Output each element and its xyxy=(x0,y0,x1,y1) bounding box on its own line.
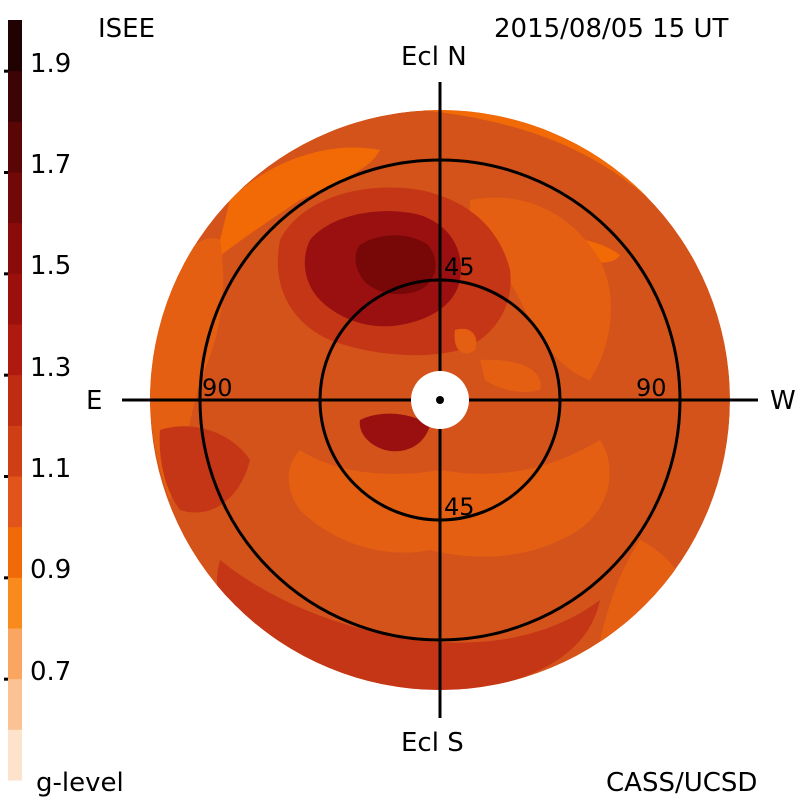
colorbar-tick-mark xyxy=(4,576,8,580)
colorbar-tick-label: 0.9 xyxy=(30,555,72,586)
colorbar xyxy=(4,20,22,781)
darkest-region-core xyxy=(355,235,436,295)
mid-region-left xyxy=(159,426,250,513)
mid-region-bottom xyxy=(217,560,600,690)
ring-90-label-right: 90 xyxy=(636,374,667,402)
colorbar-tick-label: 0.7 xyxy=(30,656,72,687)
colorbar-band-3 xyxy=(8,577,22,629)
colorbar-band-5 xyxy=(8,476,22,528)
colorbar-tick-mark xyxy=(4,677,8,681)
colorbar-band-0 xyxy=(8,729,22,781)
ring-45-label-top: 45 xyxy=(444,253,475,281)
deep-region-center xyxy=(359,413,430,452)
colorbar-tick-label: 1.9 xyxy=(30,48,72,79)
colorbar-tick-label: 1.3 xyxy=(30,352,72,383)
colorbar-tick-mark xyxy=(4,272,8,276)
colorbar-band-8 xyxy=(8,324,22,376)
colorbar-band-2 xyxy=(8,628,22,680)
light-region-upper-right xyxy=(470,197,611,380)
ring-45-label-bottom: 45 xyxy=(444,493,475,521)
observatory-label: ISEE xyxy=(98,14,156,44)
timestamp-label: 2015/08/05 15 UT xyxy=(494,14,729,44)
light-patch-inner-1 xyxy=(454,328,477,354)
credit-label: CASS/UCSD xyxy=(606,768,758,798)
colorbar-tick-label: 1.5 xyxy=(30,251,72,282)
colorbar-tick-label: 1.7 xyxy=(30,150,72,180)
orange-region-top-left xyxy=(215,147,380,260)
colorbar-band-11 xyxy=(8,172,22,224)
colorbar-tick-mark xyxy=(4,373,8,377)
colorbar-band-14 xyxy=(8,20,22,72)
colorbar-band-13 xyxy=(8,70,22,122)
colorbar-tick-label: 1.1 xyxy=(30,454,72,484)
south-direction-label: Ecl S xyxy=(401,728,464,758)
colorbar-tick-mark xyxy=(4,171,8,174)
colorbar-band-1 xyxy=(8,678,22,730)
colorbar-band-12 xyxy=(8,121,22,173)
density-disk xyxy=(150,110,730,690)
colorbar-label: g-level xyxy=(36,768,124,798)
west-direction-label: W xyxy=(770,386,796,416)
light-patch-inner-2 xyxy=(480,359,541,392)
colorbar-band-7 xyxy=(8,374,22,426)
colorbar-band-10 xyxy=(8,222,22,274)
light-region-lower xyxy=(288,440,610,557)
north-direction-label: Ecl N xyxy=(401,42,467,72)
east-direction-label: E xyxy=(86,386,103,416)
colorbar-band-4 xyxy=(8,526,22,578)
colorbar-band-9 xyxy=(8,273,22,325)
colorbar-band-6 xyxy=(8,425,22,477)
ring-90-label-left: 90 xyxy=(202,374,233,402)
sun-center-dot xyxy=(436,396,444,404)
colorbar-tick-mark xyxy=(4,69,8,73)
colorbar-tick-mark xyxy=(4,475,8,478)
